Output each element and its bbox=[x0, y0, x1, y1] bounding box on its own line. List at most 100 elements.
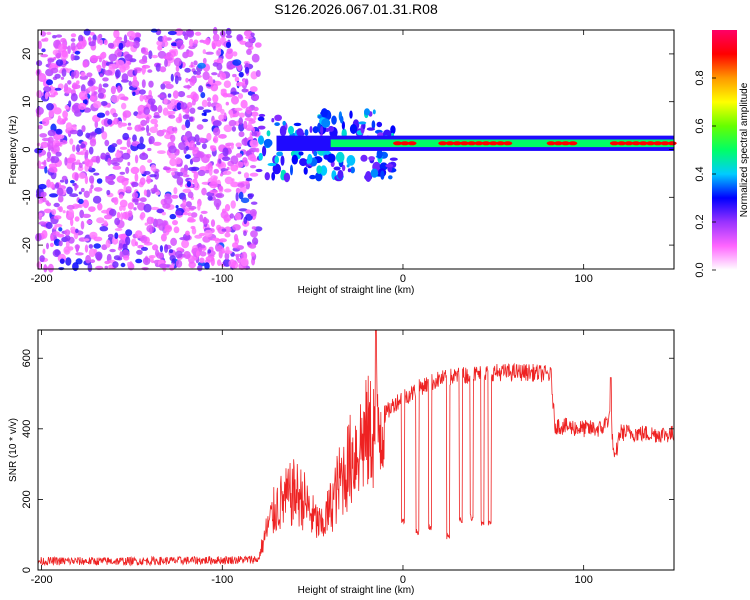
spectrogram-noise-cell bbox=[50, 62, 56, 68]
spectrogram-noise-cell bbox=[173, 57, 182, 67]
spectrogram-noise-cell bbox=[42, 248, 46, 255]
spectrogram-noise-cell bbox=[139, 94, 144, 102]
spectrogram-noise-cell bbox=[126, 41, 135, 47]
spectrogram-noise-cell bbox=[288, 125, 294, 135]
spectrogram-noise-cell bbox=[71, 162, 76, 171]
spectrogram-noise-cell bbox=[131, 79, 140, 88]
spectrogram-noise-cell bbox=[245, 209, 252, 214]
snr-line bbox=[37, 329, 675, 567]
spectrogram-noise-cell bbox=[389, 157, 398, 161]
signal-peak bbox=[667, 141, 677, 146]
spectrogram-noise-cell bbox=[151, 54, 158, 59]
spectrogram-noise-cell bbox=[80, 220, 85, 230]
spectrogram-noise-cell bbox=[162, 167, 172, 171]
spectrogram-noise-cell bbox=[216, 57, 224, 65]
spectrogram-noise-cell bbox=[263, 138, 273, 148]
spectrogram-noise-cell bbox=[148, 136, 155, 145]
spectrogram-noise-cell bbox=[195, 151, 205, 159]
spectrogram-noise-cell bbox=[194, 31, 202, 36]
spectrogram-noise-cell bbox=[240, 197, 250, 204]
spectrogram-noise-cell bbox=[272, 163, 281, 175]
spectrogram-noise-cell bbox=[183, 85, 192, 89]
spectrogram-noise-cell bbox=[119, 251, 123, 259]
spectrogram-noise-cell bbox=[249, 86, 258, 93]
spectrogram-noise-cell bbox=[58, 240, 63, 247]
spectrogram-noise-cell bbox=[83, 28, 91, 36]
spectrogram-noise-cell bbox=[123, 34, 128, 44]
spectrogram-noise-cell bbox=[309, 174, 316, 180]
spectrogram-noise-cell bbox=[84, 158, 90, 166]
spectrogram-noise-cell bbox=[208, 167, 213, 176]
spectrogram-noise-cell bbox=[83, 190, 90, 198]
spectrogram-noise-cell bbox=[64, 104, 70, 110]
y-tick-label: -20 bbox=[21, 237, 33, 253]
spectrogram-noise-cell bbox=[358, 121, 367, 125]
spectrogram-noise-cell bbox=[75, 258, 83, 265]
spectrogram-noise-cell bbox=[231, 126, 236, 132]
spectrogram-noise-cell bbox=[139, 136, 144, 145]
x-tick-label: 0 bbox=[400, 574, 406, 586]
spectrogram-noise-cell bbox=[232, 51, 238, 57]
signal-peak bbox=[660, 141, 670, 146]
spectrogram-noise-cell bbox=[255, 70, 261, 77]
spectrogram-noise-cell bbox=[365, 171, 372, 182]
signal-peak bbox=[638, 141, 648, 146]
spectrogram-noise-cell bbox=[169, 213, 177, 220]
spectrogram-noise-cell bbox=[61, 175, 68, 181]
spectrogram-noise-cell bbox=[125, 236, 131, 246]
spectrogram-noise-cell bbox=[248, 120, 252, 130]
spectrogram-noise-cell bbox=[252, 127, 255, 133]
signal-peak bbox=[474, 141, 484, 146]
spectrogram-noise-cell bbox=[118, 42, 124, 50]
spectrogram-noise-cell bbox=[169, 158, 177, 167]
spectrogram-noise-cell bbox=[178, 76, 182, 81]
spectrogram-noise-cell bbox=[39, 133, 48, 138]
spectrogram-noise-cell bbox=[175, 259, 183, 268]
spectrogram-noise-cell bbox=[98, 83, 103, 92]
spectrogram-noise-cell bbox=[97, 202, 103, 211]
spectrogram-noise-cell bbox=[222, 156, 231, 161]
signal-peak bbox=[400, 141, 410, 146]
x-tick-label: 100 bbox=[574, 273, 592, 285]
spectrogram-noise-cell bbox=[191, 99, 196, 106]
spectrogram-noise-cell bbox=[41, 137, 51, 142]
spectrogram-noise-cell bbox=[93, 187, 103, 192]
spectrogram-noise-cell bbox=[42, 197, 47, 203]
spectrogram-noise-cell bbox=[218, 185, 223, 191]
spectrogram-noise-cell bbox=[350, 166, 355, 174]
spectrogram-noise-cell bbox=[135, 241, 138, 246]
signal-peak bbox=[568, 141, 578, 146]
spectrogram-noise-cell bbox=[230, 155, 239, 165]
spectrogram-noise-cell bbox=[55, 34, 63, 38]
spectrogram-noise-cell bbox=[53, 215, 62, 220]
spectrogram-noise-cell bbox=[93, 172, 100, 176]
spectrogram-noise-cell bbox=[40, 54, 49, 58]
spectrogram-noise-cell bbox=[171, 42, 178, 47]
spectrogram-noise-cell bbox=[102, 77, 109, 82]
spectrogram-noise-cell bbox=[304, 129, 309, 136]
spectrogram-noise-cell bbox=[213, 135, 219, 144]
spectrogram-noise-cell bbox=[74, 216, 80, 222]
spectrogram-noise-cell bbox=[88, 206, 96, 213]
spectrogram-noise-cell bbox=[155, 63, 161, 72]
spectrogram-noise-cell bbox=[116, 59, 125, 69]
spectrogram-noise-cell bbox=[251, 53, 260, 63]
spectrogram-noise-cell bbox=[185, 50, 194, 58]
spectrogram-noise-cell bbox=[341, 121, 345, 130]
spectrogram-noise-cell bbox=[251, 226, 257, 230]
spectrogram-noise-cell bbox=[112, 165, 122, 170]
spectrogram-noise-cell bbox=[202, 57, 207, 65]
spectrogram-noise-cell bbox=[173, 187, 178, 195]
colorbar: 0.0 0.2 0.4 0.6 0.8 Normalized spectral ampl… bbox=[694, 30, 750, 278]
spectrogram-noise-cell bbox=[96, 112, 106, 118]
spectrogram-noise-cell bbox=[209, 189, 219, 194]
spectrogram-noise-cell bbox=[157, 94, 165, 98]
spectrogram-noise-cell bbox=[198, 85, 204, 93]
spectrogram-noise-cell bbox=[262, 145, 267, 157]
spectrogram-noise-cell bbox=[114, 228, 123, 231]
spectrogram-noise-cell bbox=[335, 151, 345, 163]
spectrogram-noise-cell bbox=[49, 181, 55, 189]
spectrogram-noise-cell bbox=[215, 192, 225, 199]
spectrogram-noise-cell bbox=[105, 110, 110, 116]
spectrogram-noise-cell bbox=[232, 59, 242, 66]
